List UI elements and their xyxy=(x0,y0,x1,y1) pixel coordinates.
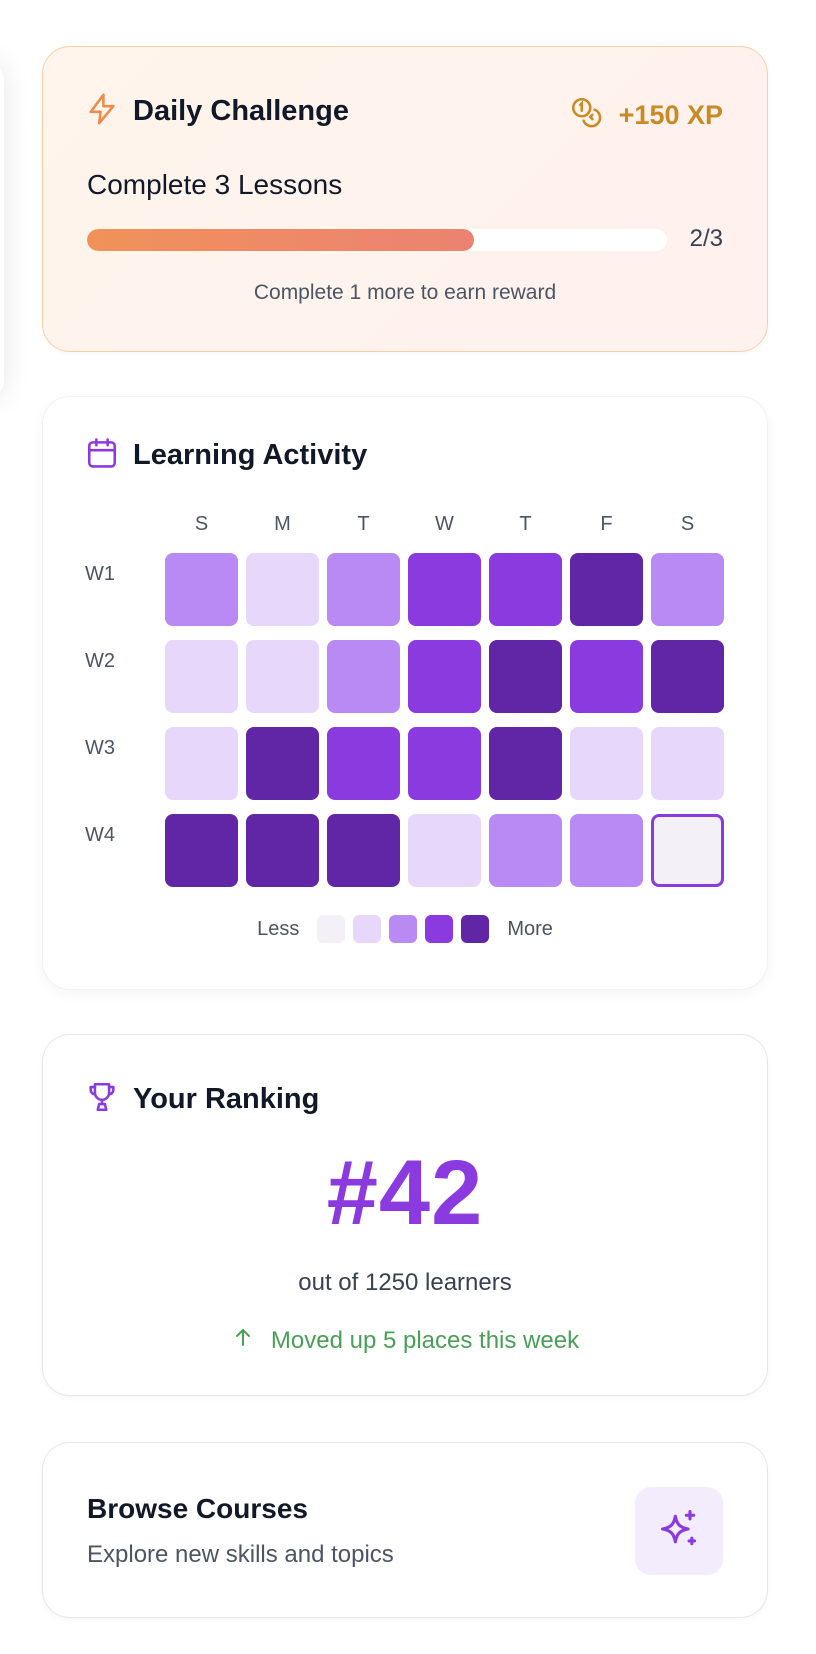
activity-cell[interactable] xyxy=(570,553,643,626)
activity-cell[interactable] xyxy=(165,814,238,887)
progress-fill xyxy=(87,229,474,251)
day-label: M xyxy=(274,513,291,535)
activity-cell[interactable] xyxy=(489,640,562,713)
week-label: W3 xyxy=(85,737,115,759)
challenge-title: Daily Challenge xyxy=(133,95,349,127)
activity-cell[interactable] xyxy=(246,640,319,713)
day-label: S xyxy=(194,513,209,535)
arrow-up-icon xyxy=(231,1325,271,1356)
legend-swatch xyxy=(461,915,490,943)
rank-subtitle: out of 1250 learners xyxy=(298,1269,512,1296)
activity-cell[interactable] xyxy=(165,727,238,800)
ranking-card[interactable]: Your Ranking #42 out of 1250 learners Mo… xyxy=(42,1034,768,1396)
week-cells xyxy=(165,553,732,626)
activity-legend: Less More xyxy=(43,915,767,943)
activity-cell[interactable] xyxy=(651,727,724,800)
day-label: W xyxy=(435,513,454,535)
activity-cell[interactable] xyxy=(570,727,643,800)
challenge-header: Daily Challenge xyxy=(85,91,349,132)
ranking-title: Your Ranking xyxy=(133,1083,320,1115)
daily-challenge-card[interactable]: Daily Challenge +150 XP Complete 3 Lesso… xyxy=(42,46,768,352)
activity-cell[interactable] xyxy=(327,553,400,626)
activity-cell[interactable] xyxy=(246,727,319,800)
activity-title: Learning Activity xyxy=(133,438,368,471)
activity-cell[interactable] xyxy=(651,640,724,713)
legend-swatch xyxy=(425,915,454,943)
week-cells xyxy=(165,727,732,800)
activity-cell-today[interactable] xyxy=(651,814,724,887)
learning-activity-card: Learning Activity S M T W T F S W1 W2 W3 W4 Less … xyxy=(42,396,768,990)
legend-swatches xyxy=(313,915,493,943)
calendar-icon xyxy=(85,436,119,475)
week-cells xyxy=(165,640,732,713)
day-label: S xyxy=(680,513,695,535)
activity-header: Learning Activity xyxy=(85,419,367,491)
activity-cell[interactable] xyxy=(246,814,319,887)
activity-cell[interactable] xyxy=(489,727,562,800)
activity-cell[interactable] xyxy=(408,640,481,713)
activity-cell[interactable] xyxy=(408,553,481,626)
legend-swatch xyxy=(389,915,418,943)
browse-title: Browse Courses xyxy=(87,1493,308,1524)
legend-swatch xyxy=(317,915,346,943)
browse-courses-card[interactable]: Browse Courses Explore new skills and to… xyxy=(42,1442,768,1618)
rank-change: Moved up 5 places this week xyxy=(43,1325,767,1356)
progress-count: 2/3 xyxy=(689,225,723,252)
activity-cell[interactable] xyxy=(327,727,400,800)
activity-cell[interactable] xyxy=(246,553,319,626)
lightning-icon xyxy=(85,91,119,132)
day-label: T xyxy=(357,513,370,535)
activity-cell[interactable] xyxy=(165,640,238,713)
week-cells xyxy=(165,814,732,887)
side-panel-edge xyxy=(0,60,4,400)
activity-cell[interactable] xyxy=(327,640,400,713)
progress-bar xyxy=(87,229,667,251)
activity-cell[interactable] xyxy=(165,553,238,626)
coins-icon xyxy=(569,95,619,136)
day-label: F xyxy=(600,513,613,535)
rank-change-text: Moved up 5 places this week xyxy=(270,1326,580,1354)
progress-hint: Complete 1 more to earn reward xyxy=(253,281,557,304)
trophy-icon xyxy=(85,1079,119,1120)
task-title: Complete 3 Lessons xyxy=(87,169,343,200)
week-label: W1 xyxy=(85,563,115,585)
activity-cell[interactable] xyxy=(489,814,562,887)
activity-cell[interactable] xyxy=(408,814,481,887)
browse-courses-button[interactable] xyxy=(635,1487,723,1575)
week-label: W4 xyxy=(85,824,115,846)
activity-cell[interactable] xyxy=(327,814,400,887)
xp-amount: +150 XP xyxy=(618,100,723,130)
legend-more: More xyxy=(507,917,553,940)
week-label: W2 xyxy=(85,650,115,672)
activity-cell[interactable] xyxy=(651,553,724,626)
day-label: T xyxy=(519,513,532,535)
legend-swatch xyxy=(353,915,382,943)
xp-reward: +150 XP xyxy=(569,95,723,136)
activity-cell[interactable] xyxy=(570,814,643,887)
activity-cell[interactable] xyxy=(570,640,643,713)
activity-cell[interactable] xyxy=(408,727,481,800)
activity-cell[interactable] xyxy=(489,553,562,626)
sparkles-icon xyxy=(657,1507,701,1556)
legend-less: Less xyxy=(257,917,300,940)
ranking-header: Your Ranking xyxy=(85,1079,319,1120)
browse-subtitle: Explore new skills and topics xyxy=(87,1541,394,1568)
rank-number: #42 xyxy=(326,1142,484,1244)
